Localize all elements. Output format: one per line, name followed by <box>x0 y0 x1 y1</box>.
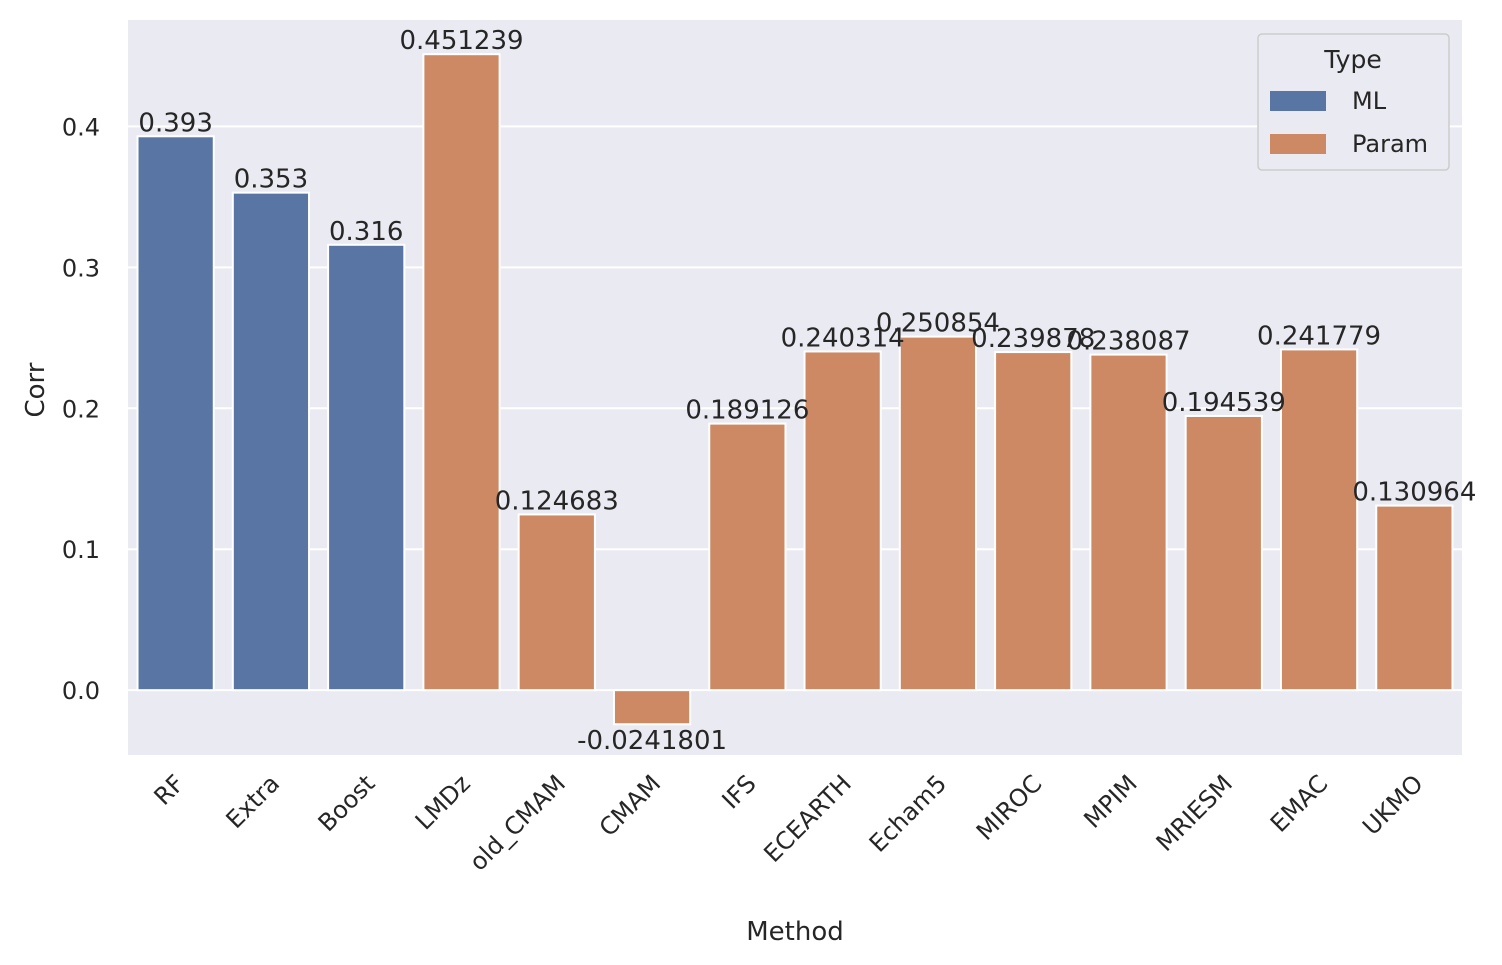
bar <box>422 53 501 692</box>
y-tick-labels: 0.0 0.1 0.2 0.3 0.4 <box>62 113 100 705</box>
x-tick-label: Echam5 <box>864 769 952 857</box>
bar <box>1279 348 1359 692</box>
data-label: -0.0241801 <box>577 726 727 756</box>
bar <box>994 351 1073 692</box>
bar <box>327 243 406 692</box>
x-tick-label: RF <box>149 769 190 810</box>
legend-label-param: Param <box>1352 130 1428 158</box>
data-labels: 0.393 0.353 0.316 0.451239 0.124683 -0.024180… <box>138 26 1476 756</box>
data-label: 0.239878 <box>971 324 1095 354</box>
data-label: 0.124683 <box>495 486 619 516</box>
data-label: 0.393 <box>138 108 212 138</box>
y-tick-label: 0.0 <box>62 677 100 705</box>
x-tick-label: LMDz <box>410 769 476 835</box>
x-tick-label: MPIM <box>1078 769 1142 833</box>
legend: Type ML Param <box>1257 33 1450 171</box>
data-label: 0.250854 <box>876 309 1000 339</box>
data-label: 0.451239 <box>399 26 523 56</box>
data-label: 0.353 <box>234 165 308 195</box>
x-tick-label: Extra <box>221 769 286 834</box>
bar <box>898 335 978 692</box>
y-tick-label: 0.1 <box>62 536 100 564</box>
bars <box>136 53 1454 726</box>
x-tick-label: MIROC <box>971 769 1047 845</box>
y-tick-label: 0.2 <box>62 395 100 423</box>
bar <box>612 689 692 726</box>
bar <box>1089 353 1168 692</box>
bar <box>803 350 882 692</box>
data-label: 0.316 <box>329 217 403 247</box>
data-label: 0.240314 <box>781 323 905 353</box>
legend-swatch-ml <box>1270 91 1326 111</box>
bar <box>136 135 215 692</box>
data-label: 0.238087 <box>1066 327 1190 357</box>
x-tick-label: CMAM <box>594 769 667 842</box>
x-tick-label: MRIESM <box>1151 769 1238 856</box>
y-axis-label: Corr <box>21 362 51 417</box>
data-label: 0.189126 <box>685 396 809 426</box>
data-label: 0.241779 <box>1257 321 1381 351</box>
x-tick-label: UKMO <box>1357 769 1428 840</box>
data-label: 0.130964 <box>1352 478 1476 508</box>
legend-label-ml: ML <box>1352 87 1387 115</box>
legend-swatch-param <box>1270 134 1326 154</box>
bar <box>517 513 596 692</box>
x-axis-label: Method <box>746 917 844 947</box>
data-label: 0.194539 <box>1162 388 1286 418</box>
x-tick-label: EMAC <box>1265 769 1333 837</box>
legend-title: Type <box>1323 45 1381 74</box>
x-tick-label: IFS <box>717 769 762 814</box>
bar <box>1375 504 1454 692</box>
x-tick-label: ECEARTH <box>758 769 856 867</box>
y-tick-label: 0.3 <box>62 254 100 282</box>
bar <box>708 422 787 692</box>
bar <box>1184 414 1263 692</box>
x-tick-label: Boost <box>313 769 381 837</box>
y-tick-label: 0.4 <box>62 113 100 141</box>
x-tick-label: old_CMAM <box>464 769 571 876</box>
bar <box>231 191 311 692</box>
